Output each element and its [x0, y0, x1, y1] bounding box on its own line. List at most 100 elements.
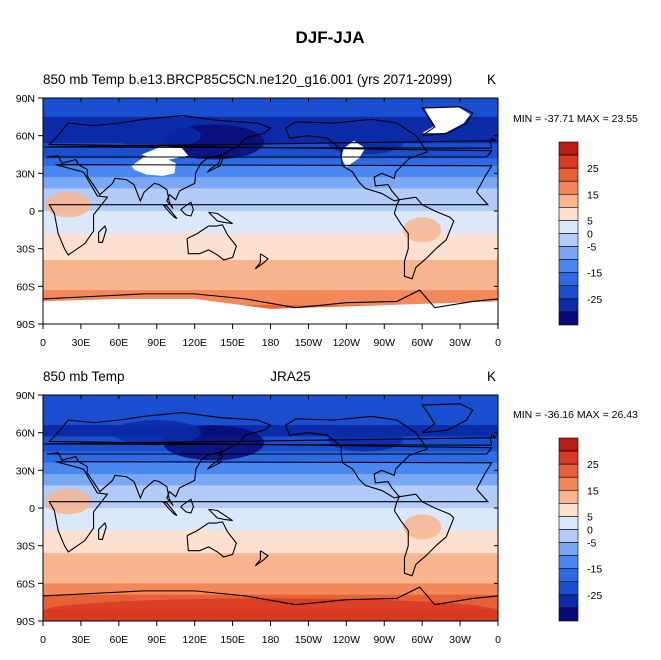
- x-tick-label: 120E: [182, 337, 207, 349]
- coastline: [254, 550, 269, 567]
- field-band: [43, 436, 498, 441]
- min-max-stats: MIN = -37.71 MAX = 23.55: [513, 113, 638, 125]
- x-tick-label: 120W: [333, 634, 361, 646]
- field-band: [43, 447, 498, 453]
- field-band: [43, 180, 498, 186]
- map-field: [43, 98, 498, 324]
- colorbar-tick-label: -25: [587, 590, 602, 602]
- field-band: [43, 504, 498, 509]
- coastline: [162, 501, 178, 517]
- field-band: [43, 263, 498, 269]
- field-band: [43, 150, 498, 156]
- x-tick-label: 0: [495, 337, 501, 349]
- field-band: [43, 421, 498, 426]
- coastline: [206, 152, 224, 173]
- x-tick-label: 60W: [411, 634, 433, 646]
- field-band: [43, 165, 498, 171]
- field-band: [43, 286, 498, 291]
- x-tick-label: 120W: [333, 337, 361, 349]
- x-tick-label: 90E: [147, 337, 166, 349]
- x-tick-label: 60E: [109, 337, 128, 349]
- colorbar-swatch: [558, 450, 579, 465]
- coastline: [208, 211, 233, 225]
- field-band: [43, 248, 498, 254]
- field-band: [43, 508, 498, 513]
- field-band: [43, 440, 498, 445]
- field-band: [43, 195, 498, 201]
- coastline: [208, 508, 233, 522]
- field-band: [43, 120, 498, 125]
- colorbar-swatch: [558, 516, 579, 530]
- x-tick-label: 30E: [72, 337, 91, 349]
- panel-title-center: b.e13.BRCP85C5CN.ne120_g16.001 (yrs 2071…: [129, 72, 452, 87]
- field-band: [43, 500, 498, 505]
- panel-reanalysis: 850 mb Temp JRA25 K 0 30E 60E 90E 120E 150E 180 15…: [16, 369, 638, 646]
- colorbar-swatch: [558, 272, 579, 287]
- field-band: [43, 398, 498, 404]
- colorbar-tick-label: 25: [587, 459, 599, 471]
- field-band: [43, 139, 498, 144]
- field-band: [43, 579, 498, 584]
- field-band: [43, 530, 498, 535]
- field-band: [43, 229, 498, 235]
- field-band: [43, 128, 498, 133]
- field-band: [43, 549, 498, 554]
- coastline: [186, 521, 237, 558]
- field-band: [43, 211, 498, 216]
- coastline: [43, 586, 498, 606]
- field-band: [43, 560, 498, 566]
- coastline: [285, 415, 429, 499]
- field-band: [43, 477, 498, 483]
- field-band: [43, 583, 498, 588]
- field-band: [43, 237, 498, 242]
- field-band: [43, 511, 498, 517]
- field-band: [43, 162, 498, 167]
- field-anomaly: [112, 123, 201, 149]
- y-tick-label: 30S: [16, 244, 35, 256]
- coastline: [162, 204, 178, 220]
- coastline: [206, 449, 224, 470]
- y-tick-label: 90N: [16, 390, 35, 402]
- x-tick-label: 180: [262, 634, 280, 646]
- field-band: [43, 113, 498, 118]
- field-band: [43, 131, 498, 137]
- x-tick-label: 30W: [449, 634, 471, 646]
- colorbar-swatch: [558, 607, 579, 622]
- field-band: [43, 534, 498, 539]
- field-band: [43, 564, 498, 569]
- colorbar-tick-label: -5: [587, 538, 596, 550]
- field-band: [43, 492, 498, 498]
- colorbar: 25 15 5 0-5 -15 -25: [558, 437, 602, 622]
- field-band: [43, 474, 498, 479]
- x-tick-label: 150W: [295, 634, 323, 646]
- colorbar-swatch: [558, 463, 579, 478]
- field-band: [43, 485, 498, 490]
- min-max-stats: MIN = -36.16 MAX = 26.43: [513, 409, 638, 421]
- y-tick-label: 0: [29, 206, 35, 218]
- field-band: [43, 135, 498, 141]
- missing-data-region: [43, 298, 498, 324]
- field-band: [43, 293, 498, 299]
- field-band: [43, 290, 498, 295]
- colorbar-swatch: [558, 437, 579, 452]
- field-band: [43, 590, 498, 596]
- x-tick-label: 0: [495, 634, 501, 646]
- colorbar-swatch: [558, 180, 579, 195]
- colorbar-swatch: [558, 555, 579, 570]
- colorbar-swatch: [558, 568, 579, 583]
- panel-title-center: JRA25: [270, 369, 311, 384]
- colorbar-tick-label: -15: [587, 564, 602, 576]
- coastline: [421, 403, 474, 434]
- coastline: [46, 115, 493, 209]
- coastline: [393, 493, 455, 577]
- y-tick-label: 30N: [16, 168, 35, 180]
- colorbar-swatch: [558, 311, 579, 326]
- field-band: [43, 541, 498, 547]
- field-band: [43, 523, 498, 528]
- field-band: [43, 462, 498, 468]
- field-band: [43, 545, 498, 551]
- field-band: [43, 466, 498, 471]
- colorbar-tick-label: 5: [587, 215, 593, 227]
- field-band: [43, 470, 498, 475]
